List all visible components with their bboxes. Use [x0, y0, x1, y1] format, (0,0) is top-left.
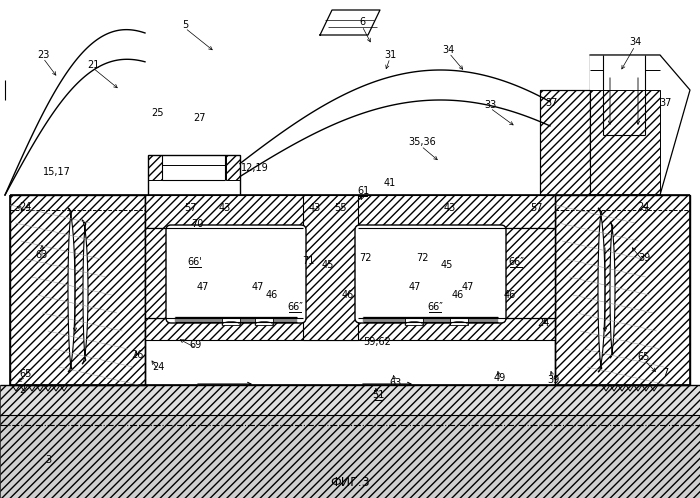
Text: 65: 65	[638, 352, 650, 362]
Text: 47: 47	[252, 282, 264, 292]
Text: 12,19: 12,19	[241, 163, 269, 173]
Text: 45: 45	[441, 260, 453, 270]
Text: 70: 70	[191, 219, 203, 229]
Bar	[540, 90, 590, 195]
Bar	[226, 155, 240, 180]
Polygon shape	[610, 222, 615, 358]
Text: 63: 63	[389, 378, 401, 388]
Bar	[148, 155, 162, 180]
Text: 15,17: 15,17	[43, 167, 71, 177]
Bar	[145, 228, 170, 318]
Text: 31: 31	[384, 50, 396, 60]
Polygon shape	[320, 10, 380, 35]
Text: 61: 61	[357, 186, 369, 196]
Text: 66': 66'	[188, 257, 202, 267]
Bar	[363, 317, 498, 322]
Text: 47: 47	[409, 282, 421, 292]
Text: 41: 41	[384, 178, 396, 188]
Text: 37: 37	[660, 98, 672, 108]
Bar	[405, 318, 423, 325]
Text: 46: 46	[504, 290, 516, 300]
Text: 45: 45	[322, 260, 334, 270]
Text: 25: 25	[152, 108, 164, 118]
Text: 66″: 66″	[427, 302, 443, 312]
Bar	[450, 318, 468, 325]
Text: 72: 72	[416, 253, 428, 263]
Text: 21: 21	[87, 60, 99, 70]
Bar	[590, 90, 660, 195]
Bar	[222, 318, 240, 325]
Text: 43: 43	[309, 203, 321, 213]
Bar	[303, 195, 358, 340]
Text: 51: 51	[372, 390, 384, 400]
Text: 66″: 66″	[287, 302, 303, 312]
Bar	[555, 195, 690, 385]
Text: 46: 46	[452, 290, 464, 300]
Bar	[145, 195, 555, 228]
Bar	[503, 228, 555, 318]
Text: 66″: 66″	[508, 257, 524, 267]
Bar	[145, 318, 555, 340]
Text: 55: 55	[334, 203, 346, 213]
Text: 43: 43	[444, 203, 456, 213]
Polygon shape	[68, 208, 75, 372]
Text: 47: 47	[197, 282, 209, 292]
Text: 39: 39	[638, 253, 650, 263]
Text: 3: 3	[45, 455, 51, 465]
Text: 46: 46	[342, 290, 354, 300]
Text: 6: 6	[359, 17, 365, 27]
Text: ФИГ.3: ФИГ.3	[330, 476, 370, 489]
Bar	[175, 317, 297, 322]
Text: 24: 24	[637, 202, 649, 212]
Text: 33: 33	[484, 100, 496, 110]
Text: 46: 46	[266, 290, 278, 300]
Text: 57: 57	[530, 203, 542, 213]
Text: 34: 34	[629, 37, 641, 47]
Text: 7: 7	[662, 368, 668, 378]
Bar	[590, 55, 660, 165]
Bar	[0, 385, 700, 415]
FancyBboxPatch shape	[166, 225, 306, 323]
Bar	[10, 195, 145, 385]
Text: 2: 2	[19, 385, 25, 395]
Polygon shape	[82, 220, 88, 364]
Text: 47: 47	[462, 282, 474, 292]
Text: 71: 71	[302, 256, 314, 266]
Polygon shape	[590, 55, 690, 195]
Text: 59,62: 59,62	[363, 337, 391, 347]
Text: 65: 65	[20, 369, 32, 379]
Text: 5: 5	[182, 20, 188, 30]
Text: 39: 39	[547, 375, 559, 385]
Text: 72: 72	[358, 253, 371, 263]
Text: 43: 43	[219, 203, 231, 213]
Text: 26: 26	[131, 350, 144, 360]
Text: 27: 27	[194, 113, 206, 123]
Text: 63: 63	[36, 250, 48, 260]
Text: 34: 34	[442, 45, 454, 55]
Text: 24: 24	[152, 362, 164, 372]
Text: 57: 57	[183, 203, 196, 213]
Text: 49: 49	[494, 373, 506, 383]
Text: 37: 37	[545, 98, 557, 108]
FancyBboxPatch shape	[355, 225, 506, 323]
Bar	[0, 415, 700, 498]
Text: 24: 24	[19, 202, 32, 212]
Bar	[255, 318, 273, 325]
Polygon shape	[598, 208, 605, 372]
Text: 23: 23	[37, 50, 49, 60]
Text: 24: 24	[537, 318, 550, 328]
Text: 35,36: 35,36	[408, 137, 436, 147]
Text: 69: 69	[190, 340, 202, 350]
